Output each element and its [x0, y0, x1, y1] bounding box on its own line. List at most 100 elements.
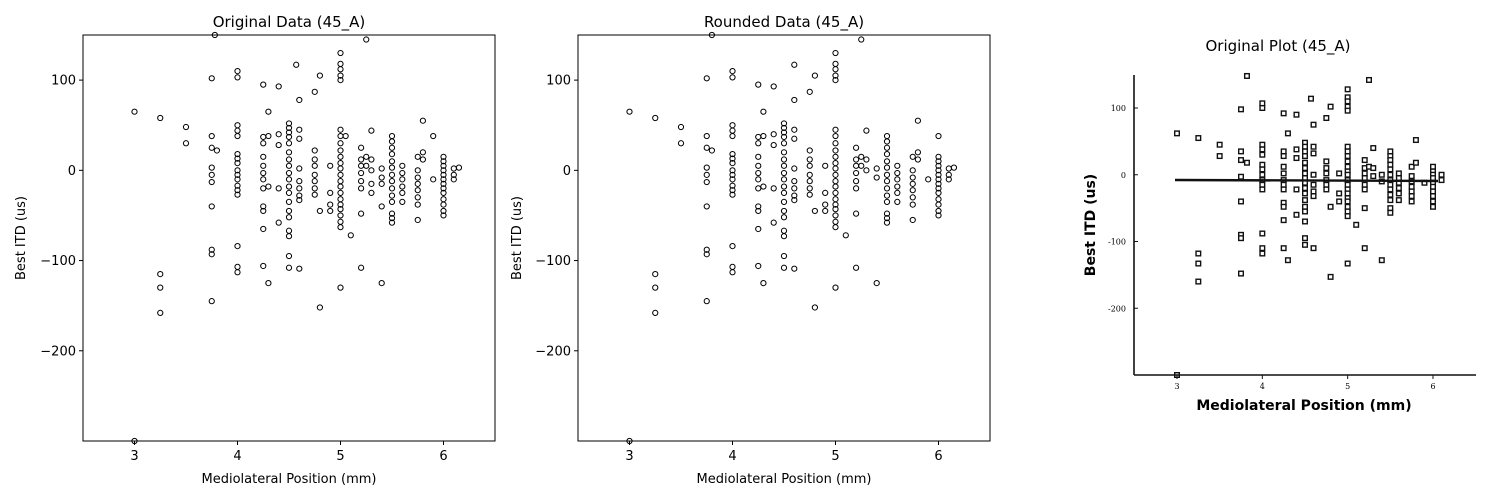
data-point [853, 169, 860, 177]
data-point [1259, 166, 1266, 173]
data-point [1195, 278, 1202, 285]
data-point [832, 224, 839, 231]
data-point [1408, 183, 1415, 190]
data-point [755, 185, 762, 192]
zero-reference-line [1174, 178, 1439, 183]
data-point [1216, 153, 1223, 160]
data-point [780, 198, 788, 206]
data-point [1361, 186, 1368, 193]
data-point [770, 141, 777, 149]
data-point [883, 192, 891, 199]
data-point [755, 176, 762, 183]
data-point [935, 207, 942, 215]
data-point [358, 264, 365, 271]
data-point [157, 309, 164, 316]
data-point [311, 171, 318, 178]
data-point [337, 49, 344, 57]
data-point [1378, 257, 1385, 264]
data-point [1301, 170, 1308, 177]
data-point [260, 203, 267, 210]
data-point [703, 298, 710, 305]
data-point [234, 155, 241, 162]
data-point [1195, 135, 1202, 142]
data-point [1173, 130, 1180, 137]
data-point [935, 132, 942, 140]
data-point [832, 77, 839, 84]
data-point [729, 243, 736, 250]
y-tick-label: 0 [563, 164, 571, 179]
data-point [832, 126, 839, 133]
data-point [811, 207, 819, 215]
data-point [1429, 175, 1436, 182]
data-point [1301, 153, 1308, 160]
data-point [378, 165, 385, 172]
data-point [388, 198, 396, 206]
data-point [791, 265, 798, 272]
data-point [780, 120, 788, 127]
data-point [894, 189, 901, 196]
data-point [883, 138, 891, 145]
data-point [285, 198, 293, 206]
data-point [285, 264, 293, 271]
data-point [822, 207, 829, 215]
data-point [368, 167, 375, 174]
plot-frame [577, 34, 991, 442]
data-point [388, 150, 396, 158]
data-point [780, 233, 788, 240]
data-point [780, 169, 788, 177]
data-point [378, 280, 385, 287]
data-point [832, 189, 839, 196]
data-point [285, 233, 293, 240]
y-axis-label: Best ITD (us) [510, 196, 525, 280]
data-point [388, 210, 396, 217]
data-point [1243, 72, 1250, 79]
data-point [1237, 198, 1244, 205]
data-point [935, 158, 942, 165]
data-point [780, 149, 788, 156]
data-point [388, 138, 396, 145]
data-point [296, 126, 303, 133]
data-point [440, 189, 447, 196]
data-point [1237, 157, 1244, 164]
data-point [780, 189, 788, 196]
data-point [729, 191, 736, 198]
data-point [275, 141, 282, 149]
data-point [1429, 188, 1436, 195]
data-point [755, 169, 762, 177]
data-point [1323, 170, 1330, 177]
data-point [1280, 181, 1287, 188]
data-point [858, 153, 865, 160]
data-point [1280, 186, 1287, 193]
data-point [285, 140, 293, 147]
data-point [945, 171, 952, 178]
data-point [1387, 166, 1394, 173]
data-point [1408, 163, 1415, 170]
data-point [883, 178, 891, 185]
data-point [894, 162, 901, 169]
data-point [368, 189, 375, 196]
data-point [327, 189, 334, 196]
data-point [1301, 235, 1308, 242]
data-point [440, 180, 447, 187]
data-point [213, 147, 220, 154]
data-point [935, 201, 942, 208]
data-point [791, 192, 798, 199]
data-point [806, 185, 813, 192]
data-point [729, 176, 736, 183]
data-point [729, 74, 736, 81]
data-point [1280, 217, 1287, 224]
data-point [419, 156, 426, 163]
data-point [1387, 148, 1394, 155]
data-point [1259, 161, 1266, 168]
data-point [1195, 250, 1202, 257]
y-tick-label: −200 [535, 344, 571, 359]
data-point [1237, 235, 1244, 242]
data-point [832, 49, 839, 57]
data-point [208, 203, 215, 210]
data-point [337, 284, 344, 291]
x-tick-label: 6 [1430, 382, 1435, 391]
data-point [1429, 198, 1436, 205]
panel-title: Rounded Data (45_A) [704, 13, 864, 32]
x-tick-label: 6 [439, 449, 447, 464]
